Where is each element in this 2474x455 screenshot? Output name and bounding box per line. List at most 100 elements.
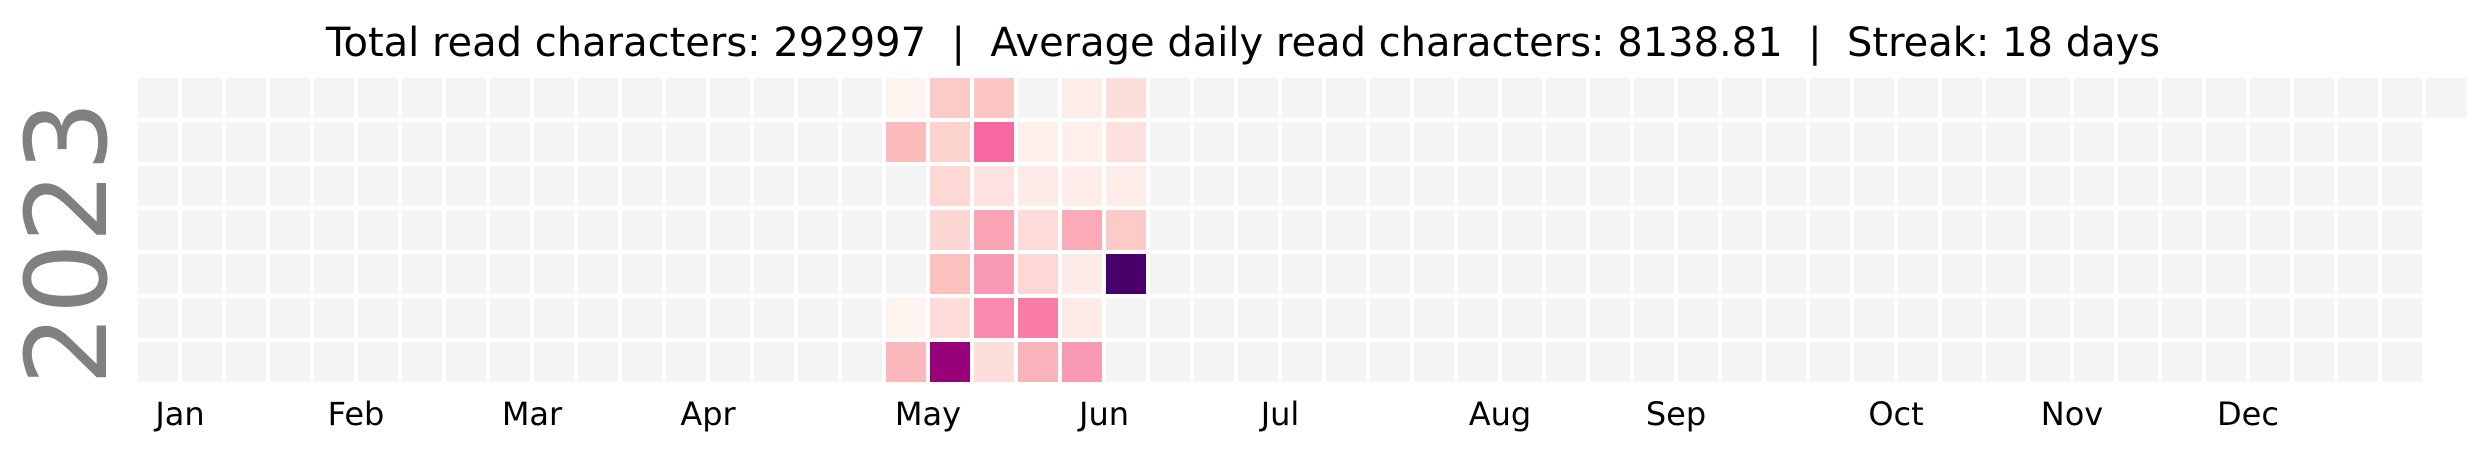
heatmap-cell xyxy=(1458,342,1498,382)
heatmap-cell xyxy=(2206,298,2246,338)
heatmap-cell xyxy=(446,342,486,382)
heatmap-cell xyxy=(1590,210,1630,250)
heatmap-cell xyxy=(1766,166,1806,206)
heatmap-cell xyxy=(138,122,178,162)
heatmap-cell xyxy=(578,210,618,250)
heatmap-cell xyxy=(534,122,574,162)
heatmap-cell xyxy=(1942,298,1982,338)
heatmap-cell xyxy=(2294,78,2334,118)
heatmap-cell xyxy=(886,166,926,206)
heatmap-cell xyxy=(1370,342,1410,382)
heatmap-cell xyxy=(666,210,706,250)
heatmap-cell xyxy=(2382,78,2422,118)
heatmap-cell xyxy=(182,122,222,162)
heatmap-cell xyxy=(1370,254,1410,294)
heatmap-cell xyxy=(182,166,222,206)
heatmap-cell xyxy=(1106,298,1146,338)
heatmap-cell xyxy=(2294,122,2334,162)
heatmap-cell xyxy=(842,122,882,162)
heatmap-cell xyxy=(1810,78,1850,118)
heatmap-cell xyxy=(1018,166,1058,206)
heatmap-cell xyxy=(886,298,926,338)
heatmap-cell xyxy=(622,298,662,338)
heatmap-cell xyxy=(1634,78,1674,118)
heatmap-cell xyxy=(930,298,970,338)
heatmap-cell xyxy=(1282,210,1322,250)
heatmap-cell xyxy=(226,298,266,338)
heatmap-cell xyxy=(1590,122,1630,162)
heatmap-cell xyxy=(754,166,794,206)
heatmap-cell xyxy=(1106,210,1146,250)
heatmap-cell xyxy=(1282,166,1322,206)
heatmap-cell xyxy=(2162,166,2202,206)
heatmap-cell xyxy=(1018,78,1058,118)
heatmap-cell xyxy=(270,122,310,162)
heatmap-cell xyxy=(1546,298,1586,338)
heatmap-cell xyxy=(1854,122,1894,162)
heatmap-cell xyxy=(226,166,266,206)
heatmap-cell xyxy=(1194,298,1234,338)
heatmap-cell xyxy=(1810,166,1850,206)
heatmap-cell xyxy=(1898,210,1938,250)
heatmap-cell xyxy=(490,210,530,250)
heatmap-cell xyxy=(2294,166,2334,206)
heatmap-cell xyxy=(1106,254,1146,294)
heatmap-cell xyxy=(534,166,574,206)
heatmap-cell xyxy=(2162,78,2202,118)
heatmap-cell xyxy=(1238,342,1278,382)
heatmap-cell xyxy=(226,78,266,118)
heatmap-cell xyxy=(1546,78,1586,118)
heatmap-cell xyxy=(2118,298,2158,338)
heatmap-cell xyxy=(2382,122,2422,162)
heatmap-cell xyxy=(798,78,838,118)
heatmap-cell xyxy=(2118,122,2158,162)
heatmap-cell xyxy=(1590,254,1630,294)
heatmap-cell xyxy=(1326,166,1366,206)
heatmap-cell xyxy=(1238,298,1278,338)
heatmap-cell xyxy=(1678,78,1718,118)
heatmap-cell xyxy=(974,166,1014,206)
heatmap-cell xyxy=(138,298,178,338)
month-label-may: May xyxy=(895,395,961,433)
heatmap-cell xyxy=(930,78,970,118)
heatmap-cell xyxy=(2030,210,2070,250)
month-label-mar: Mar xyxy=(502,395,563,433)
heatmap-cell xyxy=(2294,210,2334,250)
heatmap-cell xyxy=(1282,342,1322,382)
heatmap-cell xyxy=(314,122,354,162)
heatmap-cell xyxy=(446,298,486,338)
heatmap-cell xyxy=(1238,122,1278,162)
heatmap-cell xyxy=(402,298,442,338)
heatmap-cell xyxy=(1942,342,1982,382)
heatmap-cell xyxy=(798,210,838,250)
heatmap-cell xyxy=(1282,78,1322,118)
heatmap-cell xyxy=(270,78,310,118)
heatmap-cell xyxy=(842,298,882,338)
heatmap-cell xyxy=(1898,254,1938,294)
heatmap-cell xyxy=(974,298,1014,338)
heatmap-cell xyxy=(578,166,618,206)
heatmap-cell xyxy=(1678,166,1718,206)
heatmap-cell xyxy=(1502,298,1542,338)
heatmap-cell xyxy=(182,78,222,118)
heatmap-cell xyxy=(1018,122,1058,162)
heatmap-cell xyxy=(182,298,222,338)
heatmap-cell xyxy=(270,342,310,382)
heatmap-cell xyxy=(2206,166,2246,206)
heatmap-cell xyxy=(534,342,574,382)
heatmap-cell xyxy=(1326,78,1366,118)
heatmap-cell xyxy=(1766,254,1806,294)
heatmap-cell xyxy=(2250,166,2290,206)
heatmap-cell xyxy=(2206,210,2246,250)
heatmap-cell xyxy=(1766,298,1806,338)
month-label-apr: Apr xyxy=(680,395,736,433)
heatmap-cell xyxy=(1854,210,1894,250)
heatmap-cell xyxy=(226,210,266,250)
heatmap-cell xyxy=(138,78,178,118)
heatmap-cell xyxy=(1194,78,1234,118)
heatmap-cell xyxy=(2338,254,2378,294)
heatmap-cell xyxy=(710,298,750,338)
heatmap-cell xyxy=(842,210,882,250)
month-label-oct: Oct xyxy=(1868,395,1923,433)
heatmap-cell xyxy=(578,78,618,118)
